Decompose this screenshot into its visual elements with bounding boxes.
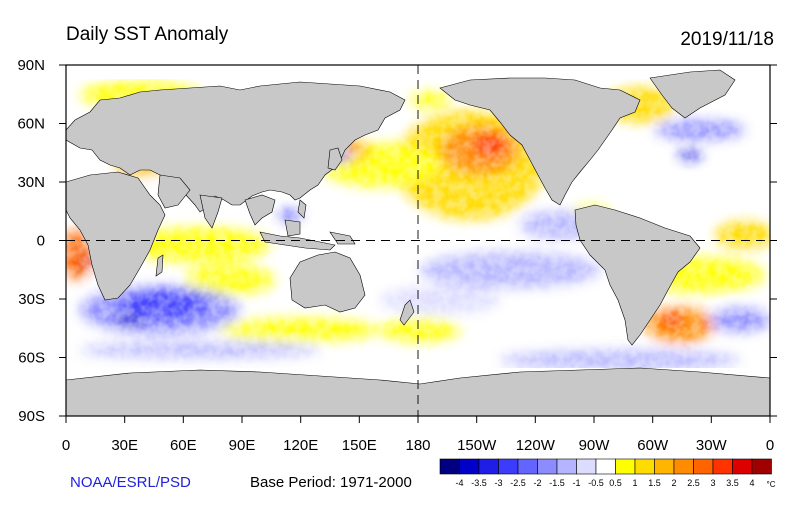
land-se-asia <box>244 194 276 226</box>
lon-label: 180 <box>405 437 430 454</box>
lat-label: 60N <box>17 116 45 133</box>
colorbar-swatch <box>595 458 616 475</box>
colorbar-tick-label: -4 <box>455 478 463 488</box>
colorbar-swatch <box>751 458 772 475</box>
land-north-america <box>439 77 641 206</box>
lon-label: 60E <box>170 437 197 454</box>
colorbar-tick-label: -1.5 <box>549 478 565 488</box>
land-south-america <box>574 204 701 346</box>
lat-label: 90N <box>17 57 45 74</box>
colorbar-tick-label: 1 <box>632 478 637 488</box>
lon-label: 90E <box>229 437 256 454</box>
land-greenland <box>649 69 736 119</box>
colorbar-swatch <box>459 458 480 475</box>
lon-label: 30E <box>111 437 138 454</box>
lon-label: 90W <box>579 437 611 454</box>
colorbar-tick-label: 1.5 <box>648 478 661 488</box>
colorbar-tick-label: -2.5 <box>510 478 526 488</box>
colorbar-swatch <box>634 458 655 475</box>
colorbar-swatch <box>537 458 558 475</box>
colorbar-swatch <box>673 458 694 475</box>
lon-label: 150E <box>342 437 377 454</box>
colorbar-swatch <box>478 458 499 475</box>
colorbar-swatch <box>517 458 538 475</box>
colorbar-tick-label: -2 <box>533 478 541 488</box>
colorbar-unit: °C <box>767 480 776 489</box>
longitude-labels: 0 30E 60E 90E 120E 150E 180 150W 120W 90… <box>62 437 774 454</box>
land-india <box>199 194 223 229</box>
colorbar-swatch <box>439 458 460 475</box>
lat-label: 0 <box>37 233 45 250</box>
colorbar-swatch <box>693 458 714 475</box>
landmasses <box>66 69 770 416</box>
land-borneo <box>284 219 301 237</box>
land-madagascar <box>155 254 164 277</box>
colorbar-swatch <box>654 458 675 475</box>
colorbar-tick-label: 3 <box>710 478 715 488</box>
lon-label: 120E <box>283 437 318 454</box>
lat-label: 60S <box>18 350 45 367</box>
map-plot-area <box>66 65 770 416</box>
lon-label: 120W <box>516 437 556 454</box>
lat-label: 30N <box>17 174 45 191</box>
colorbar-tick-label: -3.5 <box>471 478 487 488</box>
lat-label: 30S <box>18 291 45 308</box>
colorbar-tick-label: -0.5 <box>588 478 604 488</box>
colorbar-tick-label: 3.5 <box>726 478 739 488</box>
latitude-labels: 90N 60N 30N 0 30S 60S 90S <box>17 57 45 425</box>
lon-label: 0 <box>62 437 70 454</box>
map-title: Daily SST Anomaly <box>66 24 229 45</box>
lon-label: 0 <box>766 437 774 454</box>
map-date: 2019/11/18 <box>680 29 774 50</box>
base-period-label: Base Period: 1971-2000 <box>250 474 412 491</box>
colorbar-swatch <box>556 458 577 475</box>
colorbar-tick-label: 4 <box>749 478 754 488</box>
colorbar-tick-label: -3 <box>494 478 502 488</box>
land-indonesia <box>259 231 336 251</box>
colorbar-tick-label: 2 <box>671 478 676 488</box>
lat-label: 90S <box>18 408 45 425</box>
land-japan <box>327 147 343 171</box>
colorbar-tick-label: 0.5 <box>609 478 622 488</box>
colorbar-swatch <box>732 458 753 475</box>
colorbar: -4 -3.5 -3 -2.5 -2 -1.5 -1 -0.5 0.5 1 1.5 2 2.5 3 3.5 4 <box>439 458 772 488</box>
land-australia <box>289 251 366 313</box>
colorbar-tick-label: 2.5 <box>687 478 700 488</box>
longitude-ticks <box>65 416 771 423</box>
colorbar-swatch <box>498 458 519 475</box>
land-new-zealand <box>399 299 415 326</box>
colorbar-swatch <box>615 458 636 475</box>
colorbar-swatch <box>712 458 733 475</box>
land-africa <box>66 171 166 301</box>
land-antarctica <box>66 367 770 416</box>
lon-label: 150W <box>457 437 497 454</box>
lon-label: 30W <box>696 437 728 454</box>
colorbar-tick-label: -1 <box>572 478 580 488</box>
land-arabia <box>157 174 191 209</box>
land-philippines <box>297 199 307 219</box>
land-new-guinea <box>329 231 356 245</box>
colorbar-swatch <box>576 458 597 475</box>
lon-label: 60W <box>637 437 669 454</box>
latitude-ticks <box>59 64 777 417</box>
credit-label: NOAA/ESRL/PSD <box>70 474 191 491</box>
